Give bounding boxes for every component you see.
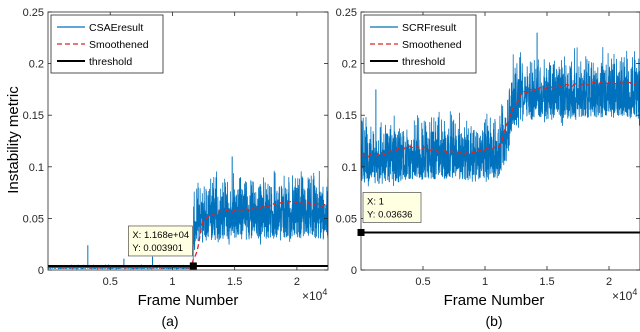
chart-a-xtick-label: 1	[169, 276, 175, 288]
chart-b-ytick-label: 0.15	[336, 110, 357, 122]
chart-a-legend-entry: threshold	[89, 56, 132, 68]
chart-b-datatip-marker[interactable]	[357, 228, 365, 236]
chart-a-x-axis-label: Frame Number	[138, 292, 239, 309]
chart-a-xtick-label: 1.5	[227, 276, 242, 288]
chart-b-series-smoothened	[361, 80, 640, 158]
chart-a-plot-area	[48, 156, 328, 270]
chart-a-ytick-label: 0.15	[23, 110, 44, 122]
chart-a-legend: CSAEresult Smoothened threshold	[50, 14, 164, 74]
chart-b-datatip[interactable]: X: 1 Y: 0.03636	[357, 192, 422, 236]
chart-a-datatip-x: X: 1.168e+04	[132, 230, 189, 241]
chart-b-xtick-label: 1.5	[539, 276, 554, 288]
chart-b-datatip-box	[362, 192, 422, 223]
chart-a-xtick-label: 0.5	[103, 276, 118, 288]
chart-b-datatip-y: Y: 0.03636	[367, 209, 412, 220]
chart-a-ytick-label: 0.1	[29, 162, 44, 174]
chart-a-axes-box	[47, 11, 329, 271]
chart-a-datatip-marker[interactable]	[189, 262, 197, 270]
chart-a-ytick-label: 0	[38, 265, 44, 277]
shared-y-axis-label: Instability metric	[5, 86, 22, 194]
chart-b-legend-entry: Smoothened	[402, 39, 462, 51]
chart-b-legend-entry: threshold	[402, 56, 445, 68]
chart-a-datatip-y: Y: 0.003901	[132, 243, 183, 254]
chart-a-x-multiplier: ×104	[302, 287, 327, 303]
chart-a-legend-entry: CSAEresult	[89, 22, 143, 34]
chart-b-datatip-x: X: 1	[367, 196, 384, 207]
chart-a-legend-entry: Smoothened	[89, 39, 149, 51]
chart-b-ytick-label: 0.05	[336, 213, 357, 225]
chart-b-ytick-label: 0	[351, 265, 357, 277]
chart-a-xtick-label: 2	[294, 276, 300, 288]
chart-a-datatip[interactable]: X: 1.168e+04 Y: 0.003901	[128, 225, 197, 270]
chart-a-ytick-label: 0.05	[23, 213, 44, 225]
chart-a-series-smoothened	[48, 200, 328, 269]
chart-b-legend: SCRFresult Smoothened threshold	[363, 14, 477, 74]
chart-b-ytick-label: 0.25	[336, 7, 357, 19]
chart-a-datatip-box	[128, 225, 193, 257]
chart-b-axes-box	[360, 11, 640, 271]
chart-b-ytick-label: 0.1	[342, 162, 357, 174]
chart-b-x-axis-label: Frame Number	[444, 292, 545, 309]
chart-a-ytick-label: 0.2	[29, 59, 44, 71]
chart-b-xtick-label: 0.5	[415, 276, 430, 288]
chart-b-legend-entry: SCRFresult	[402, 22, 456, 34]
chart-b-xtick-label: 2	[606, 276, 612, 288]
chart-b-panel-label: (b)	[485, 313, 502, 329]
chart-b-xtick-label: 1	[482, 276, 488, 288]
chart-panel-b: Frame Number (b) ×104 0 0.05 0.1 0.15 0.2 0.2…	[336, 7, 640, 329]
chart-b-ytick-label: 0.2	[342, 59, 357, 71]
chart-a-panel-label: (a)	[161, 313, 178, 329]
chart-a-ytick-label: 0.25	[23, 7, 44, 19]
chart-panel-a: Frame Number (a) ×104 0 0.05 0.1 0.15 0.2 0.2…	[23, 7, 329, 329]
chart-b-series-SCRFresult	[361, 47, 640, 187]
chart-b-plot-area	[361, 32, 640, 234]
chart-b-x-multiplier: ×104	[612, 287, 637, 303]
